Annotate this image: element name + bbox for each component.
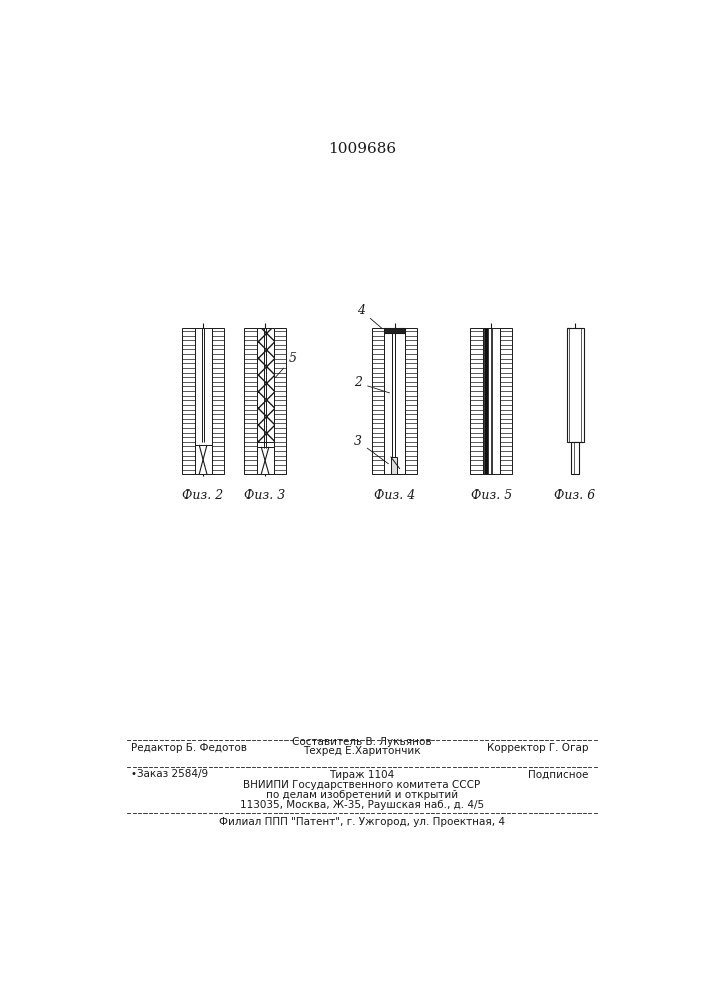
Bar	[194, 328, 211, 474]
Bar	[391, 457, 397, 474]
Bar	[244, 328, 257, 474]
Text: 113035, Москва, Ж-35, Раушская наб., д. 4/5: 113035, Москва, Ж-35, Раушская наб., д. …	[240, 800, 484, 810]
Bar	[211, 328, 224, 474]
Bar	[470, 328, 483, 474]
Bar	[257, 442, 274, 474]
Text: по делам изобретений и открытий: по делам изобретений и открытий	[266, 790, 458, 800]
Text: 5: 5	[276, 352, 296, 377]
Text: Редактор Б. Федотов: Редактор Б. Федотов	[131, 743, 247, 753]
Bar	[385, 328, 404, 474]
Text: Физ. 6: Физ. 6	[554, 489, 596, 502]
Text: Корректор Г. Огар: Корректор Г. Огар	[486, 743, 588, 753]
Text: •Заказ 2584/9: •Заказ 2584/9	[131, 770, 208, 780]
Bar	[274, 328, 286, 474]
Text: Физ. 5: Физ. 5	[471, 489, 512, 502]
Text: 2: 2	[354, 376, 390, 393]
Bar	[484, 328, 489, 474]
Bar	[566, 328, 583, 442]
Bar	[182, 328, 194, 474]
Bar	[372, 328, 385, 474]
Text: 4: 4	[357, 304, 382, 329]
Bar	[571, 442, 579, 474]
Text: Физ. 2: Физ. 2	[182, 489, 223, 502]
Bar	[404, 328, 417, 474]
Bar	[392, 328, 395, 457]
Text: ВНИИПИ Государственного комитета СССР: ВНИИПИ Государственного комитета СССР	[243, 780, 481, 790]
Bar	[483, 328, 500, 474]
Text: Подписное: Подписное	[528, 770, 588, 780]
Text: Физ. 3: Физ. 3	[245, 489, 286, 502]
Text: Техред Е.Харитончик: Техред Е.Харитончик	[303, 746, 421, 756]
Text: Составитель В. Лукьянов: Составитель В. Лукьянов	[292, 737, 432, 747]
Text: Тираж 1104: Тираж 1104	[329, 770, 395, 780]
Text: Физ. 4: Физ. 4	[374, 489, 415, 502]
Text: Филиал ППП "Патент", г. Ужгород, ул. Проектная, 4: Филиал ППП "Патент", г. Ужгород, ул. Про…	[219, 817, 505, 827]
Bar	[500, 328, 513, 474]
Bar	[385, 328, 404, 333]
Bar	[257, 328, 274, 442]
Text: 1009686: 1009686	[328, 142, 396, 156]
Text: 3: 3	[354, 435, 388, 464]
